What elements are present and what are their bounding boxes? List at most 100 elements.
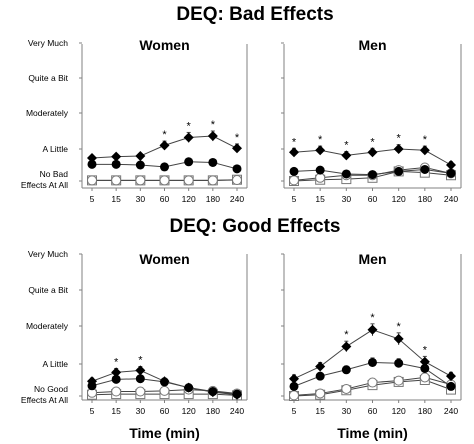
significance-marker: * xyxy=(344,329,349,341)
data-point xyxy=(289,147,299,158)
data-point xyxy=(289,166,299,176)
panel-title-good-effects: DEQ: Good Effects xyxy=(169,216,340,237)
x-tick-label: 120 xyxy=(392,406,406,416)
data-point xyxy=(135,175,146,186)
significance-marker: * xyxy=(292,136,297,148)
data-point xyxy=(419,145,430,156)
x-tick-label: 180 xyxy=(418,194,432,204)
chart-title: Men xyxy=(359,37,387,53)
data-point xyxy=(232,164,242,174)
x-tick-label: 60 xyxy=(160,406,170,416)
chart-title: Women xyxy=(139,251,189,267)
data-point xyxy=(393,144,404,154)
chart-title: Men xyxy=(359,251,387,267)
data-point xyxy=(367,377,378,388)
data-point xyxy=(87,376,97,387)
panel-title-bad-effects: DEQ: Bad Effects xyxy=(176,4,333,25)
x-tick-label: 240 xyxy=(444,406,458,416)
data-point xyxy=(420,363,430,373)
series-circle-filled xyxy=(87,157,242,174)
significance-marker: * xyxy=(370,312,375,324)
data-point xyxy=(446,160,456,170)
significance-marker: * xyxy=(114,356,119,368)
x-tick-label: 30 xyxy=(136,406,146,416)
x-tick-label: 120 xyxy=(392,194,406,204)
y-tick-label: A Little xyxy=(42,359,68,369)
significance-marker: * xyxy=(423,134,428,146)
x-tick-label: 30 xyxy=(342,194,352,204)
series-diamond-filled xyxy=(289,144,456,170)
data-point xyxy=(419,372,430,383)
x-tick-label: 60 xyxy=(160,194,170,204)
data-point xyxy=(446,371,456,382)
data-point xyxy=(87,175,97,186)
y-tick-label: Very Much xyxy=(28,38,68,48)
data-point xyxy=(232,175,242,186)
data-point xyxy=(289,175,299,186)
x-tick-label: 240 xyxy=(444,194,458,204)
chart-panel: Men 5 15 30 60 120 180 240 Time (min) * * * * xyxy=(281,251,462,441)
data-point xyxy=(394,166,404,176)
x-tick-label: 180 xyxy=(206,194,220,204)
data-point xyxy=(159,175,170,186)
x-axis-label: Time (min) xyxy=(337,425,408,441)
data-point xyxy=(183,382,194,393)
x-tick-label: 60 xyxy=(368,194,378,204)
data-point xyxy=(135,151,146,162)
data-point xyxy=(446,381,456,391)
significance-marker: * xyxy=(235,132,240,144)
series-diamond-filled xyxy=(87,365,242,400)
data-point xyxy=(341,383,352,394)
data-point xyxy=(341,150,352,161)
data-point xyxy=(159,376,170,387)
y-tick-label: Moderately xyxy=(26,321,69,331)
data-point xyxy=(87,159,97,169)
series-circle-filled xyxy=(289,164,456,180)
data-point xyxy=(315,172,326,183)
significance-marker: * xyxy=(318,134,323,146)
data-point xyxy=(111,175,122,186)
y-tick-label: No Good xyxy=(34,384,68,394)
data-point xyxy=(368,170,377,180)
chart-panel: Men 5 15 30 60 120 180 240 * * * * * * xyxy=(281,37,462,204)
data-point xyxy=(184,157,194,167)
x-tick-label: 15 xyxy=(315,406,325,416)
data-point xyxy=(232,143,242,154)
data-point xyxy=(289,390,299,401)
data-point xyxy=(183,175,194,186)
data-point xyxy=(446,168,456,178)
data-point xyxy=(207,387,218,398)
y-tick-label: Moderately xyxy=(26,108,69,118)
y-tick-label: Quite a Bit xyxy=(28,73,68,83)
data-point xyxy=(420,164,430,174)
significance-marker: * xyxy=(138,355,143,367)
x-tick-label: 15 xyxy=(111,194,121,204)
data-point xyxy=(315,371,325,381)
data-point xyxy=(315,165,325,175)
x-tick-label: 5 xyxy=(292,406,297,416)
x-tick-label: 120 xyxy=(182,406,196,416)
x-tick-label: 15 xyxy=(111,406,121,416)
x-tick-label: 240 xyxy=(230,194,244,204)
data-point xyxy=(135,386,146,397)
data-point xyxy=(289,373,299,384)
data-point xyxy=(87,152,97,163)
significance-marker: * xyxy=(187,120,192,132)
data-point xyxy=(111,386,122,397)
series-diamond-filled xyxy=(289,323,456,384)
x-tick-label: 30 xyxy=(342,406,352,416)
data-point xyxy=(367,324,378,335)
data-point xyxy=(207,131,218,142)
x-tick-label: 180 xyxy=(206,406,220,416)
series-diamond-filled xyxy=(87,130,242,163)
x-tick-label: 240 xyxy=(230,406,244,416)
data-point xyxy=(315,145,326,156)
y-tick-label: Quite a Bit xyxy=(28,285,68,295)
data-point xyxy=(135,160,145,170)
significance-marker: * xyxy=(211,119,216,131)
data-point xyxy=(368,357,377,367)
